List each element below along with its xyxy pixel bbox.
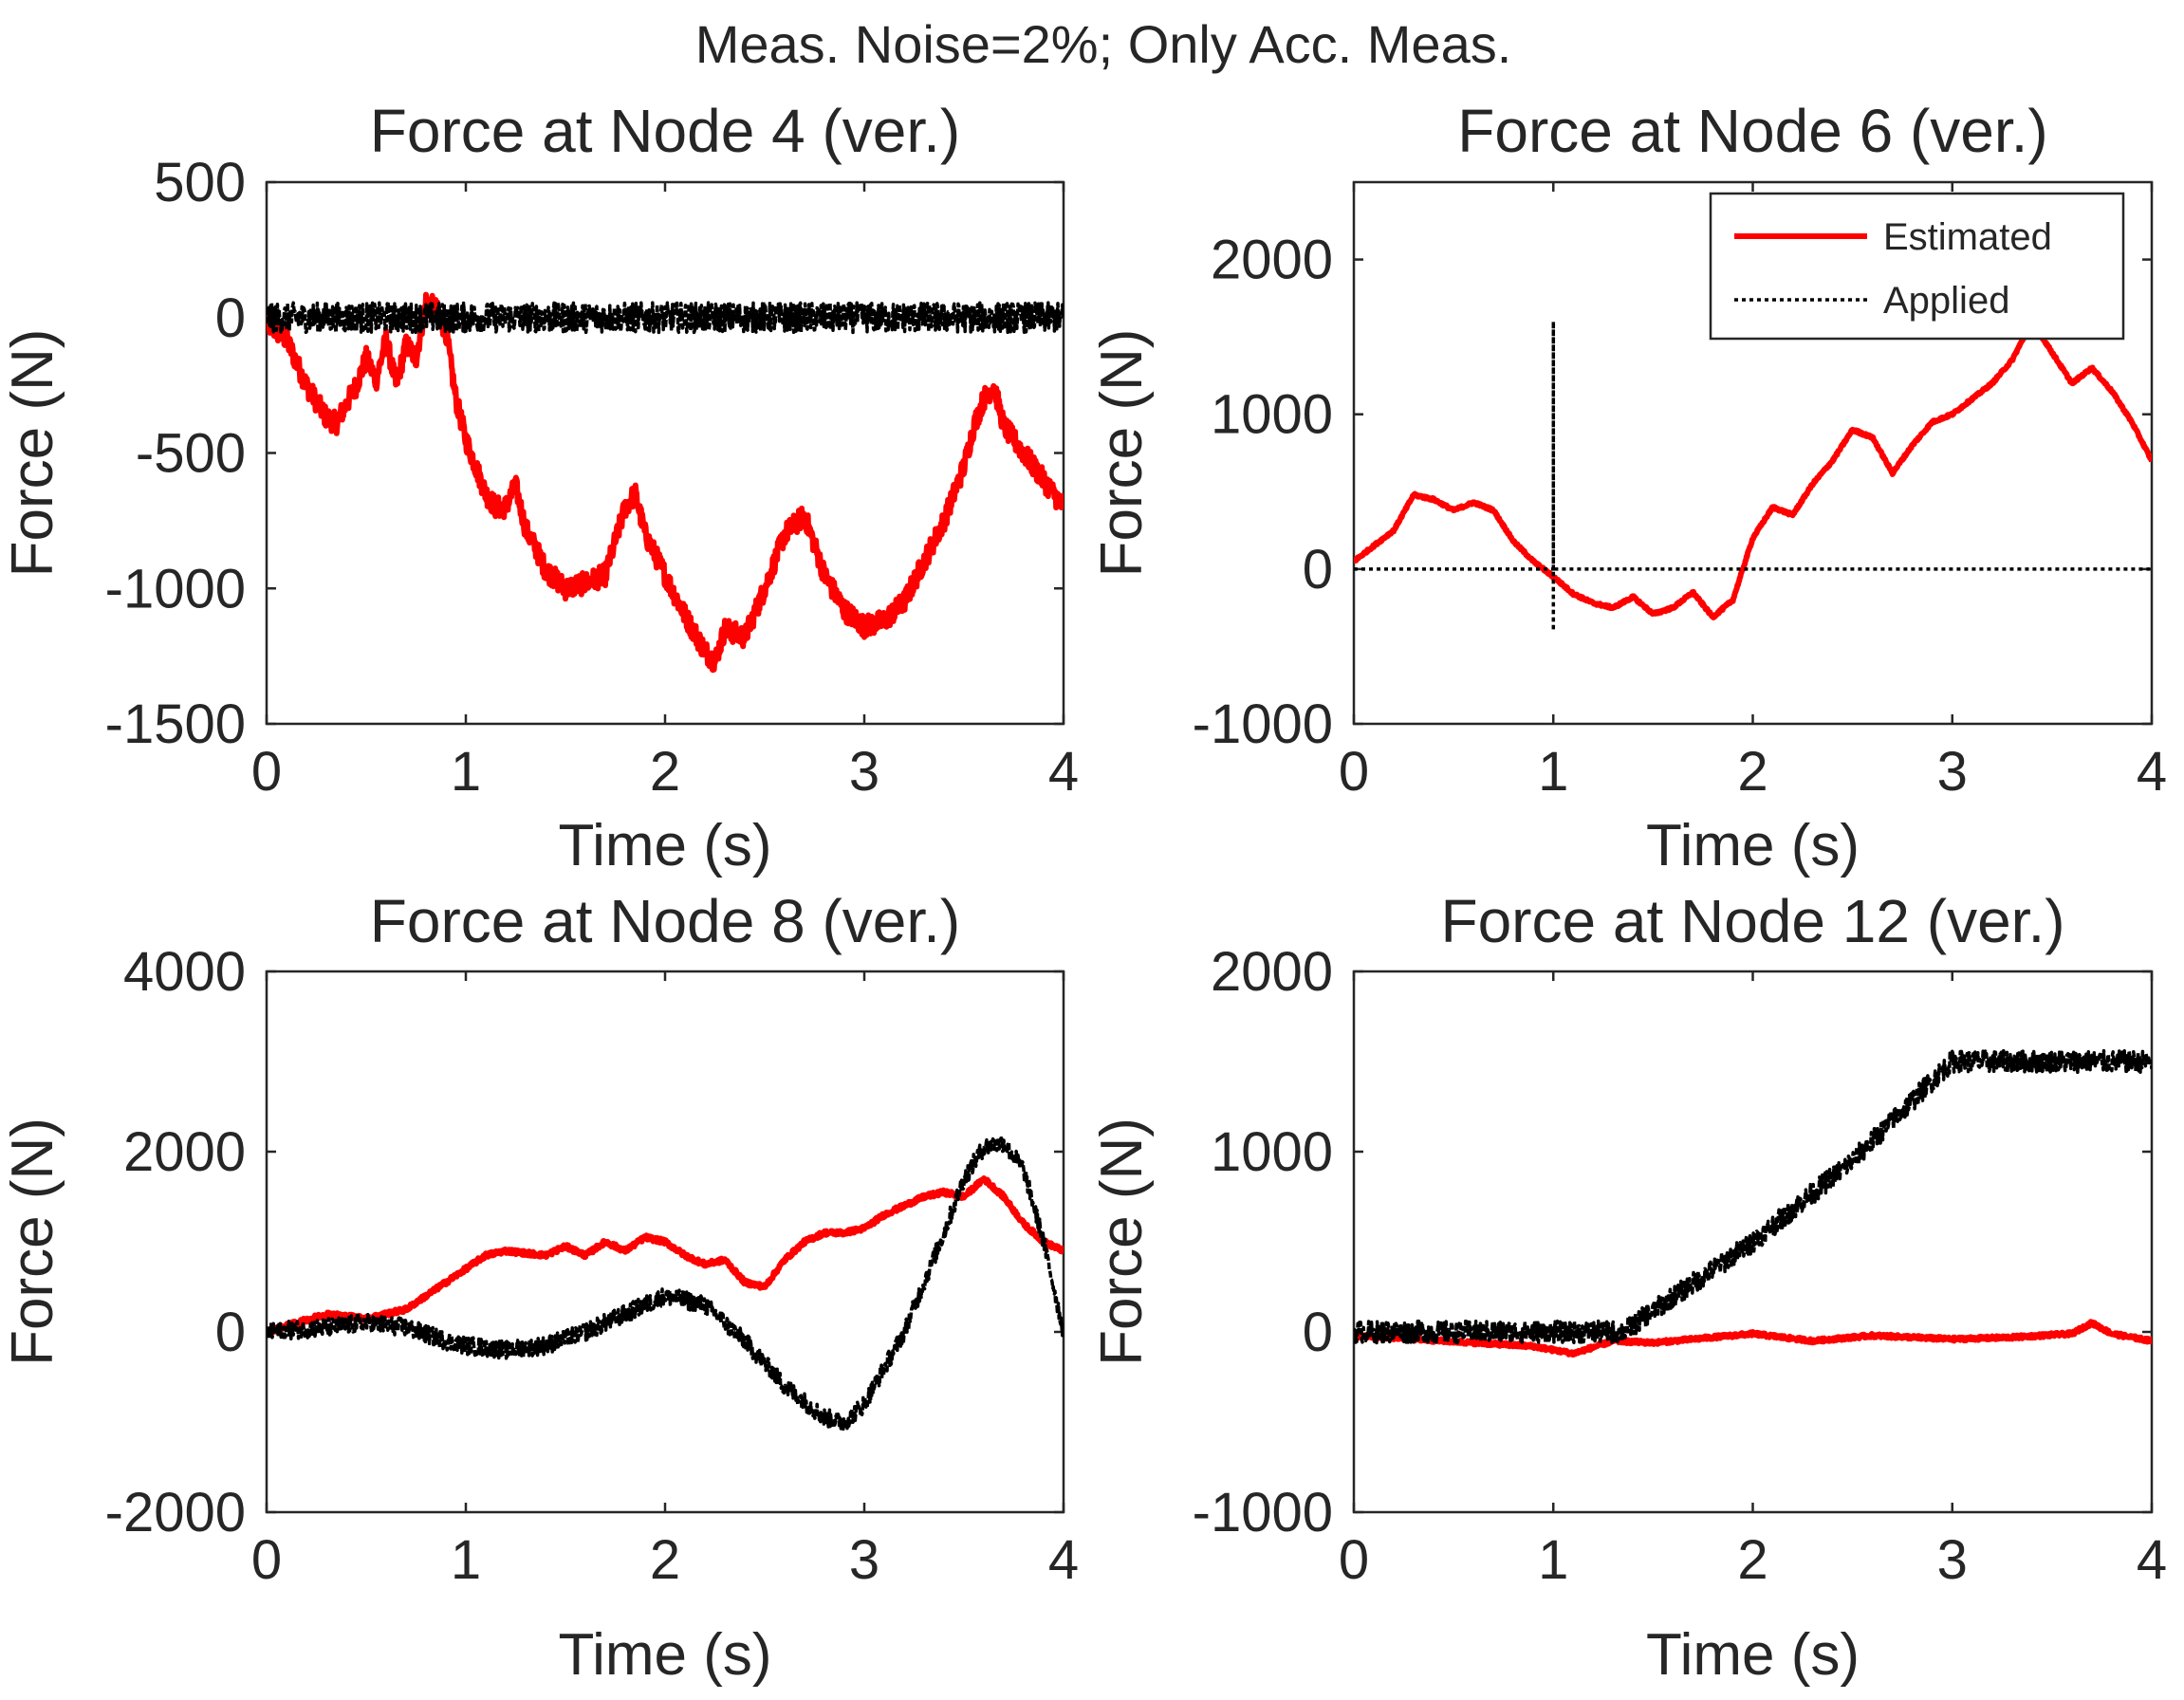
x-axis-label: Time (s) [559,1622,772,1688]
y-tick-label: -1500 [105,693,246,755]
series-applied [1354,1048,2152,1345]
y-tick-label: 0 [1303,1302,1333,1363]
y-tick-label: 1000 [1211,384,1333,446]
x-tick-label: 4 [1048,1529,1079,1591]
x-tick-label: 2 [650,741,680,803]
x-axis-label: Time (s) [1646,1622,1860,1688]
x-tick-label: 1 [451,741,481,803]
x-tick-label: 1 [451,1529,481,1591]
plot-area [265,180,1065,726]
figure-title: Meas. Noise=2%; Only Acc. Meas. [695,14,1512,74]
y-tick-label: -1000 [1193,693,1333,755]
series-applied [1354,320,2152,633]
x-tick-label: 3 [849,1529,879,1591]
legend-label-estimated: Estimated [1883,216,2052,258]
y-tick-label: -500 [136,423,246,485]
y-tick-label: 2000 [1211,230,1333,291]
series-estimated [1354,319,2152,620]
series-applied [267,1136,1064,1432]
x-tick-label: 0 [251,741,282,803]
x-tick-label: 0 [1339,1529,1369,1591]
x-tick-label: 3 [1937,1529,1968,1591]
x-tick-label: 0 [1339,741,1369,803]
x-tick-label: 3 [1937,741,1968,803]
y-tick-label: 500 [154,152,246,213]
panel-1: 0 1 2 3 4 -1500 -1000 -500 0 500 Force at Node 4 (… [0,97,1079,878]
x-tick-label: 1 [1538,1529,1568,1591]
y-tick-label: 4000 [123,941,246,1003]
y-tick-label: 0 [1303,539,1333,601]
x-axis-label: Time (s) [559,813,772,878]
panel-title: Force at Node 8 (ver.) [370,887,960,955]
series-estimated [267,1175,1064,1336]
y-axis-label: Force (N) [1089,1118,1155,1366]
x-tick-label: 1 [1538,741,1568,803]
panel-title: Force at Node 4 (ver.) [370,97,960,165]
y-tick-label: 0 [215,1302,246,1363]
x-tick-label: 0 [251,1529,282,1591]
y-tick-label: 1000 [1211,1121,1333,1183]
legend: Estimated Applied [1709,192,2125,341]
y-tick-label: -1000 [105,558,246,619]
y-tick-label: 0 [215,287,246,349]
y-axis-label: Force (N) [1089,329,1155,578]
panel-title: Force at Node 12 (ver.) [1440,887,2064,955]
x-tick-label: 2 [1737,741,1768,803]
y-tick-label: -2000 [105,1482,246,1543]
x-tick-label: 3 [849,741,879,803]
x-tick-label: 4 [2137,741,2167,803]
y-axis-label: Force (N) [0,329,65,578]
y-tick-label: 2000 [123,1121,246,1183]
x-axis-label: Time (s) [1646,813,1860,878]
x-tick-label: 4 [1048,741,1079,803]
legend-label-applied: Applied [1883,280,2009,322]
panel-title: Force at Node 6 (ver.) [1457,97,2047,165]
x-tick-label: 2 [1737,1529,1768,1591]
y-tick-label: -1000 [1193,1482,1333,1543]
x-tick-label: 4 [2137,1529,2167,1591]
y-tick-label: 2000 [1211,941,1333,1003]
series-estimated [267,291,1064,674]
series-estimated [1354,1319,2152,1358]
series-applied [267,301,1064,335]
y-axis-label: Force (N) [0,1118,65,1366]
legend-box [1709,192,2125,341]
x-tick-label: 2 [650,1529,680,1591]
